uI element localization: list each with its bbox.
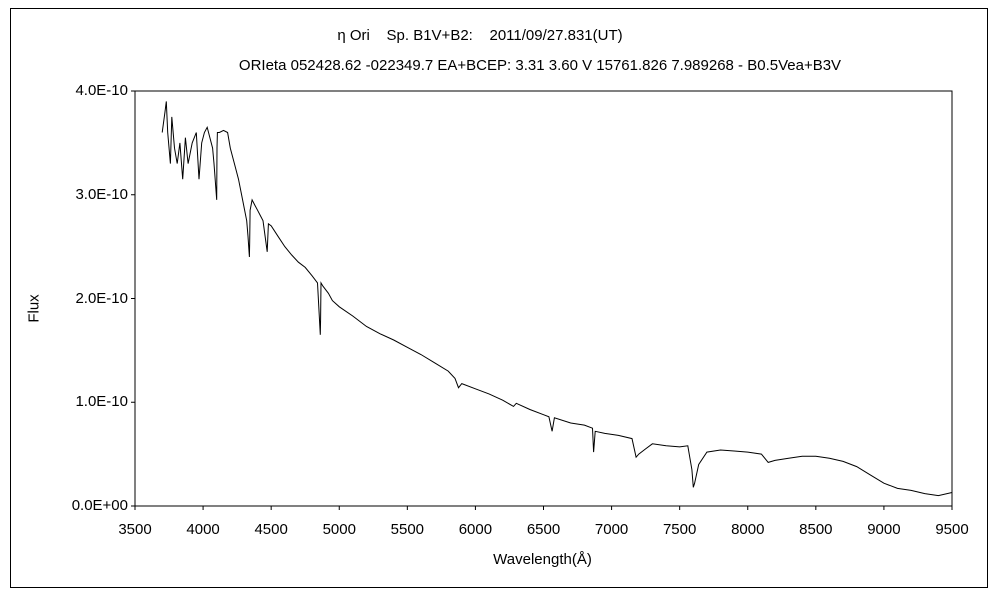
- y-tick-label: 1.0E-10: [75, 393, 128, 411]
- y-tick-label: 0.0E+00: [71, 497, 128, 514]
- x-tick-label: 9000: [867, 521, 901, 538]
- x-tick-label: 5000: [322, 521, 356, 538]
- x-tick-label: 3500: [118, 521, 152, 538]
- spectrum-line: [161, 101, 953, 497]
- x-axis-label: Wavelength(Å): [493, 551, 592, 568]
- x-tick-label: 8500: [799, 521, 833, 538]
- x-tick-label: 7000: [594, 521, 629, 538]
- x-tick-label: 8000: [731, 521, 765, 538]
- chart-title: η Ori Sp. B1V+B2: 2011/09/27.831(UT): [337, 27, 623, 44]
- x-tick-label: 9500: [935, 521, 969, 538]
- x-tick-label: 7500: [662, 521, 697, 538]
- x-tick-label: 6500: [526, 521, 561, 538]
- x-tick-label: 5500: [390, 521, 425, 538]
- chart-subtitle: ORIeta 052428.62 -022349.7 EA+BCEP: 3.31…: [238, 57, 842, 74]
- x-tick-label: 4500: [254, 521, 288, 538]
- x-tick-label: 6000: [458, 521, 493, 538]
- chart-frame: [10, 8, 988, 588]
- y-tick-label: 4.0E-10: [75, 82, 128, 99]
- plot-area: [134, 90, 953, 507]
- y-tick-label: 3.0E-10: [75, 185, 128, 203]
- x-tick-label: 4000: [186, 521, 220, 538]
- y-tick-label: 2.0E-10: [75, 289, 128, 307]
